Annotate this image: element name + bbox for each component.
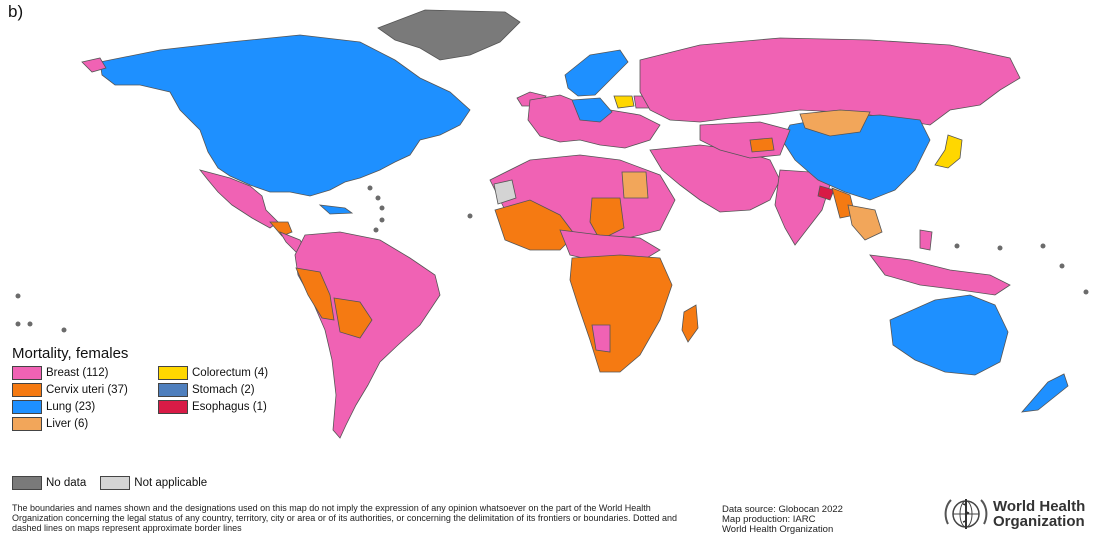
- legend-swatch: [12, 476, 42, 490]
- legend-grid: Breast (112) Colorectum (4) Cervix uteri…: [12, 365, 308, 432]
- madagascar: [681, 304, 699, 343]
- island-dot: [467, 213, 473, 219]
- egypt: [621, 171, 649, 199]
- legend-item-liver: Liver (6): [12, 416, 158, 432]
- legend-swatch: [12, 366, 42, 380]
- legend-item-stomach: Stomach (2): [158, 382, 308, 398]
- source-line: World Health Organization: [722, 524, 834, 534]
- poland: [613, 95, 635, 109]
- kazakh-west: [749, 137, 775, 153]
- legend-item-no-data: No data: [12, 475, 86, 491]
- southern-africa: [569, 254, 673, 373]
- legend-item-esophagus: Esophagus (1): [158, 399, 308, 415]
- legend-swatch: [12, 400, 42, 414]
- central-america: [269, 221, 293, 237]
- australia: [889, 294, 1009, 376]
- central-europe: [571, 97, 613, 123]
- south-africa-breast: [591, 324, 611, 353]
- island-dot: [15, 321, 21, 327]
- island-dot: [367, 185, 373, 191]
- legend-item-cervix-uteri: Cervix uteri (37): [12, 382, 158, 398]
- bangladesh: [817, 185, 835, 201]
- new-zealand: [1021, 373, 1069, 413]
- japan: [934, 134, 963, 169]
- western-sahara: [493, 179, 517, 205]
- island-dot: [15, 293, 21, 299]
- data-source: Data source: Globocan 2022 Map productio…: [722, 505, 843, 534]
- chad-sudan: [589, 197, 625, 241]
- greenland: [377, 9, 521, 61]
- who-wordmark: World Health Organization: [993, 498, 1086, 530]
- island-dot: [1083, 289, 1089, 295]
- peru: [295, 267, 335, 321]
- source-line: Map production: IARC: [722, 514, 816, 525]
- legend-item-breast: Breast (112): [12, 365, 158, 381]
- central-africa: [559, 229, 661, 263]
- island-dot: [373, 227, 379, 233]
- china: [781, 114, 931, 201]
- who-logo: World Health Organization: [942, 494, 1085, 534]
- indonesia: [869, 254, 1011, 296]
- island-dot: [27, 321, 33, 327]
- legend-swatch: [12, 383, 42, 397]
- legend-item-colorectum: Colorectum (4): [158, 365, 308, 381]
- island-dot: [375, 195, 381, 201]
- legend-extra: No data Not applicable: [12, 475, 221, 491]
- legend-swatch: [158, 383, 188, 397]
- legend-item-not-applicable: Not applicable: [100, 475, 207, 491]
- legend: Mortality, females Breast (112) Colorect…: [12, 345, 308, 432]
- bolivia: [333, 297, 373, 339]
- mongolia: [799, 109, 871, 137]
- legend-swatch: [100, 476, 131, 490]
- south-america: [294, 231, 441, 439]
- island-dot: [379, 205, 385, 211]
- world-map: [15, 9, 1089, 439]
- island-dot: [1040, 243, 1046, 249]
- philippines: [919, 229, 933, 251]
- island-dot: [379, 217, 385, 223]
- north-america: [99, 34, 471, 197]
- panel-label: b): [8, 2, 24, 21]
- alaska-west: [81, 57, 107, 73]
- disclaimer-text: The boundaries and names shown and the d…: [12, 503, 678, 533]
- who-emblem-icon: [944, 499, 988, 529]
- island-dot: [61, 327, 67, 333]
- legend-swatch: [158, 366, 188, 380]
- island-dot: [997, 245, 1003, 251]
- caribbean-islands: [318, 204, 354, 215]
- legend-swatch: [158, 400, 188, 414]
- scandinavia: [564, 49, 629, 97]
- se-asia: [847, 204, 883, 241]
- legend-title: Mortality, females: [12, 345, 129, 362]
- legend-item-lung: Lung (23): [12, 399, 158, 415]
- source-line: Data source: Globocan 2022: [722, 505, 843, 515]
- legend-swatch: [12, 417, 42, 431]
- island-dot: [954, 243, 960, 249]
- island-dot: [1059, 263, 1065, 269]
